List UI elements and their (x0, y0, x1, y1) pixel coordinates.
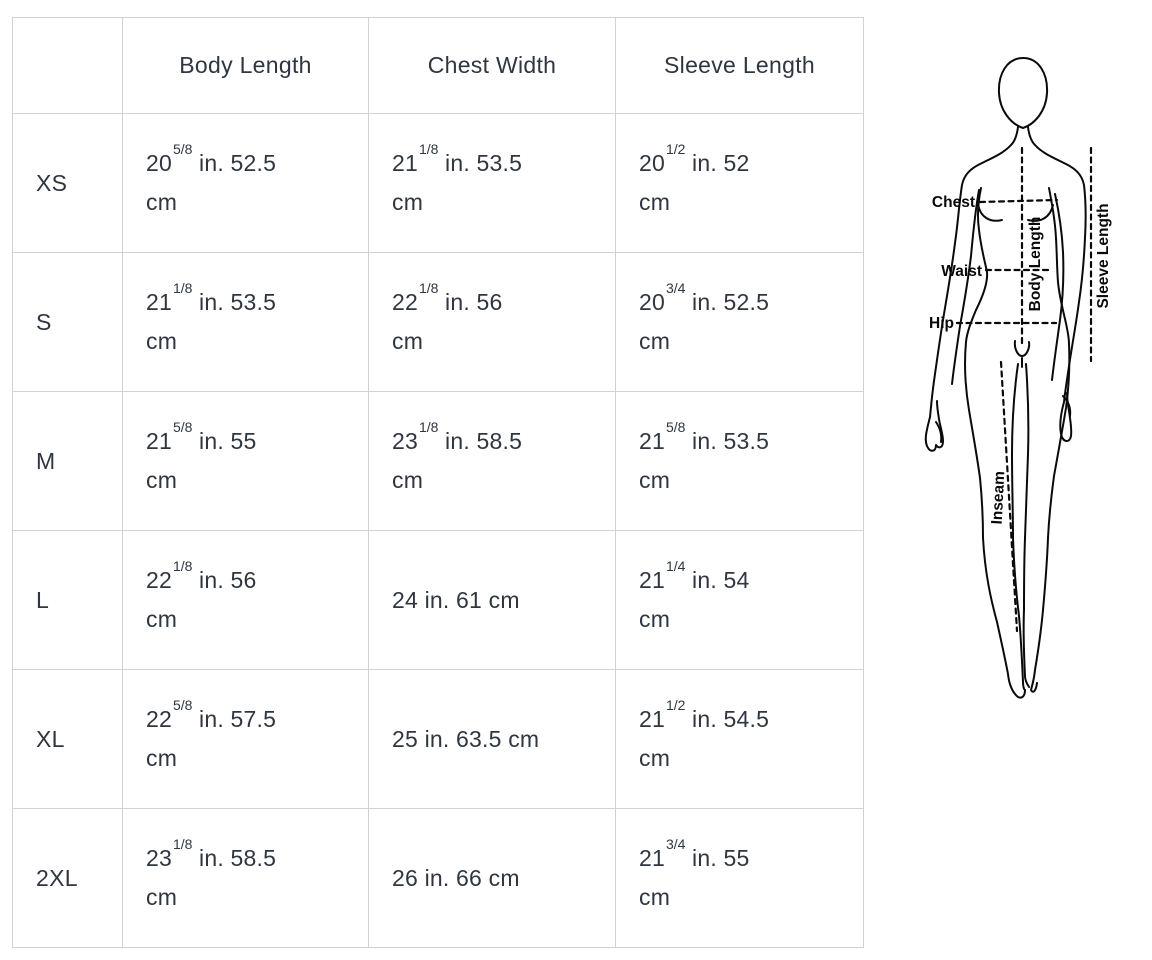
measurement-cell: 211/2 in. 54.5 cm (615, 669, 864, 809)
size-label: L (12, 530, 123, 670)
figure-left-leg (964, 341, 1026, 699)
measurement-cell: 211/4 in. 54 cm (615, 530, 864, 670)
inseam-measure-line (999, 360, 1019, 633)
fraction-superscript: 1/2 (665, 697, 686, 714)
size-label: S (12, 252, 123, 392)
size-row: XS 205/8 in. 52.5 cm 211/8 in. 53.5 cm 201/2 … (12, 113, 864, 253)
figure-bust-right (1027, 204, 1054, 222)
measurement-cell: 221/8 in. 56 cm (122, 530, 369, 670)
fraction-superscript: 5/8 (172, 697, 193, 714)
fraction-superscript: 1/8 (172, 558, 193, 575)
size-row: S 211/8 in. 53.5 cm 221/8 in. 56 cm 203/4 in.… (12, 252, 864, 392)
size-label: M (12, 391, 123, 531)
measurement-cell: 26 in. 66 cm (368, 808, 616, 948)
body-length-label: Body Length (1027, 217, 1044, 312)
figure-bust-left (977, 203, 1003, 222)
figure-torso-right (1048, 187, 1070, 345)
figure-crotch (1013, 340, 1031, 368)
fraction-superscript: 1/8 (418, 419, 439, 436)
fraction-superscript: 5/8 (172, 419, 193, 436)
size-row: XL 225/8 in. 57.5 cm 25 in. 63.5 cm 211/2 in… (12, 669, 864, 809)
inseam-label: Inseam (989, 471, 1009, 525)
fraction-superscript: 1/2 (665, 141, 686, 158)
size-row: 2XL 231/8 in. 58.5 cm 26 in. 66 cm 213/4 in.… (12, 808, 864, 948)
measurement-cell: 221/8 in. 56 cm (368, 252, 616, 392)
body-measurement-diagram: Chest Waist Hip Body Length Sleeve Lengt… (901, 30, 1125, 708)
figure-head (997, 57, 1049, 129)
figure-right-leg (1030, 343, 1071, 693)
header-cell: Chest Width (368, 17, 616, 114)
header-cell: Body Length (122, 17, 369, 114)
fraction-superscript: 5/8 (665, 419, 686, 436)
fraction-superscript: 3/4 (665, 280, 686, 297)
header-cell: Sleeve Length (615, 17, 864, 114)
measurement-cell: 211/8 in. 53.5 cm (122, 252, 369, 392)
size-label: XS (12, 113, 123, 253)
measurement-cell: 231/8 in. 58.5 cm (122, 808, 369, 948)
figure-right-leg-inner (1022, 363, 1030, 688)
fraction-superscript: 1/8 (172, 836, 193, 853)
measurement-cell: 25 in. 63.5 cm (368, 669, 616, 809)
female-figure-illustration: Chest Waist Hip Body Length Sleeve Lengt… (924, 57, 1112, 699)
fraction-superscript: 1/8 (418, 141, 439, 158)
measurement-cell: 215/8 in. 53.5 cm (615, 391, 864, 531)
size-label: 2XL (12, 808, 123, 948)
chest-label: Chest (932, 194, 975, 211)
size-label: XL (12, 669, 123, 809)
measurement-cell: 203/4 in. 52.5 cm (615, 252, 864, 392)
figure-left-arm (924, 126, 1019, 452)
header-cell-empty (12, 17, 123, 114)
measurement-cell: 205/8 in. 52.5 cm (122, 113, 369, 253)
fraction-superscript: 1/8 (172, 280, 193, 297)
measurement-cell: 211/8 in. 53.5 cm (368, 113, 616, 253)
size-row: M 215/8 in. 55 cm 231/8 in. 58.5 cm 215/8 in.… (12, 391, 864, 531)
fraction-superscript: 3/4 (665, 836, 686, 853)
figure-torso-left (965, 187, 989, 343)
figure-left-thumb (935, 421, 943, 443)
chest-measure-line (978, 198, 1059, 204)
figure-right-thumb (1062, 395, 1072, 417)
measurement-cell: 225/8 in. 57.5 cm (122, 669, 369, 809)
size-chart-table: Body Length Chest Width Sleeve Length XS 20… (12, 17, 864, 948)
size-row: L 221/8 in. 56 cm 24 in. 61 cm 211/4 in. 54 c… (12, 530, 864, 670)
hip-label: Hip (929, 315, 954, 332)
figure-right-arm-inner (1051, 193, 1065, 381)
fraction-superscript: 1/4 (665, 558, 686, 575)
measurement-cell: 215/8 in. 55 cm (122, 391, 369, 531)
fraction-superscript: 5/8 (172, 141, 193, 158)
figure-right-arm (1027, 126, 1087, 442)
figure-left-arm-inner (951, 189, 980, 385)
measurement-cell: 231/8 in. 58.5 cm (368, 391, 616, 531)
fraction-superscript: 1/8 (418, 280, 439, 297)
waist-label: Waist (941, 263, 982, 280)
measurement-cell: 201/2 in. 52 cm (615, 113, 864, 253)
measurement-cell: 213/4 in. 55 cm (615, 808, 864, 948)
sleeve-length-label: Sleeve Length (1095, 203, 1112, 308)
measurement-cell: 24 in. 61 cm (368, 530, 616, 670)
header-row: Body Length Chest Width Sleeve Length (12, 17, 864, 114)
figure-left-leg-inner (1011, 363, 1026, 691)
